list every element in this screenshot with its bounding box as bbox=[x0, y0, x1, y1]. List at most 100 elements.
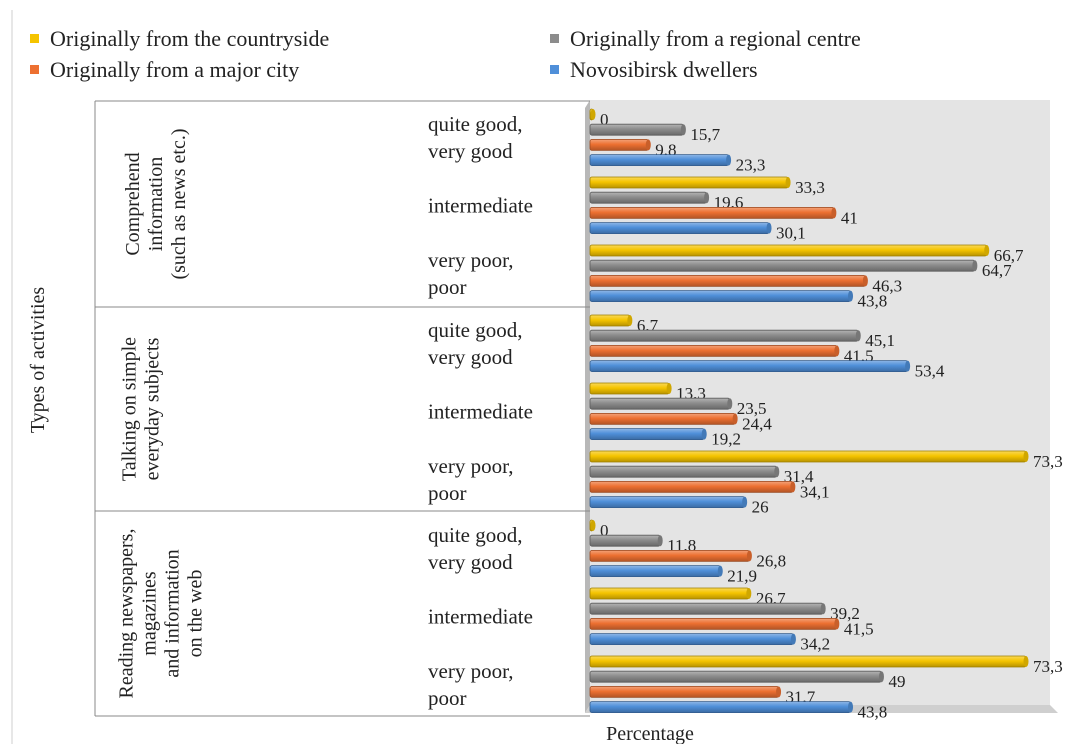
bar-cap-g1-c2-regional bbox=[704, 192, 710, 204]
bar-cap-g3-c3-major_city bbox=[776, 686, 782, 698]
bar-cap-g3-c2-major_city bbox=[834, 618, 840, 630]
bar-cap-g2-c1-countryside bbox=[627, 315, 633, 326]
value-label-g1-c2-major_city: 41 bbox=[841, 208, 858, 227]
category-label-g2-c1-line-1: quite good, bbox=[428, 318, 523, 342]
group-label-1-line-1: Comprehend bbox=[122, 152, 144, 255]
bar-g3-c1-regional bbox=[589, 534, 661, 547]
value-label-g3-c1-novosibirsk: 21,9 bbox=[727, 567, 757, 586]
value-label-g1-c1-countryside: 0 bbox=[600, 110, 609, 129]
bar-g1-c3-regional bbox=[589, 259, 976, 272]
category-label-g3-c1-line-2: very good bbox=[428, 550, 513, 574]
category-label-g1-c3-line-1: very poor, bbox=[428, 248, 513, 272]
bar-cap-g1-c3-regional bbox=[972, 260, 978, 272]
category-label-g1-c1-line-2: very good bbox=[428, 139, 513, 163]
legend-swatch-countryside bbox=[30, 34, 39, 43]
category-label-g1-c1-line-1: quite good, bbox=[428, 112, 523, 136]
group-label-1-line-2: information bbox=[145, 157, 167, 251]
value-label-g3-c1-major_city: 26,8 bbox=[756, 551, 786, 570]
bar-cap-g3-c3-regional bbox=[878, 671, 884, 683]
legend-swatch-regional bbox=[550, 34, 559, 43]
category-label-g3-c3-line-1: very poor, bbox=[428, 659, 513, 683]
value-label-g2-c1-regional: 45,1 bbox=[865, 331, 895, 350]
value-label-g1-c2-countryside: 33,3 bbox=[795, 178, 825, 197]
legend-label-regional: Originally from a regional centre bbox=[570, 26, 861, 51]
value-label-g3-c2-novosibirsk: 34,2 bbox=[800, 635, 830, 654]
y-axis-title: Types of activities bbox=[27, 287, 49, 434]
bar-g2-c1-regional bbox=[589, 329, 859, 342]
bar-g2-c2-major_city bbox=[589, 412, 736, 425]
category-label-g2-c2-line-1: intermediate bbox=[428, 399, 533, 423]
bar-cap-g2-c3-novosibirsk bbox=[742, 496, 748, 508]
bar-cap-g1-c2-novosibirsk bbox=[766, 222, 772, 234]
value-label-g3-c2-major_city: 41,5 bbox=[844, 619, 874, 638]
bar-g2-c3-novosibirsk bbox=[589, 496, 746, 509]
value-label-g1-c2-novosibirsk: 30,1 bbox=[776, 224, 806, 243]
value-label-g2-c1-novosibirsk: 53,4 bbox=[915, 362, 945, 381]
group-label-1-line-3: (such as news etc.) bbox=[168, 128, 190, 279]
bar-cap-g2-c2-major_city bbox=[732, 413, 738, 425]
bar-g2-c1-major_city bbox=[589, 344, 838, 357]
bar-g2-c3-regional bbox=[589, 465, 778, 478]
bar-cap-g3-c1-major_city bbox=[746, 550, 752, 562]
bar-cap-g3-c2-countryside bbox=[746, 588, 752, 599]
bar-g3-c2-countryside bbox=[589, 587, 750, 600]
group-label-3-line-4: on the web bbox=[185, 570, 207, 658]
value-label-g3-c2-regional: 39,2 bbox=[830, 604, 860, 623]
bar-cap-g3-c2-novosibirsk bbox=[790, 633, 796, 645]
group-label-3-line-3: and information bbox=[162, 549, 184, 677]
group-label-3-line-2: magazines bbox=[139, 571, 161, 656]
bar-g2-c2-regional bbox=[589, 397, 731, 410]
legend-swatch-major_city bbox=[30, 65, 39, 74]
category-label-g3-c3-line-2: poor bbox=[428, 686, 467, 710]
bar-g2-c3-countryside bbox=[589, 450, 1027, 463]
category-label-g2-c1-line-2: very good bbox=[428, 345, 513, 369]
legend-label-countryside: Originally from the countryside bbox=[50, 26, 329, 51]
bar-cap-g3-c3-countryside bbox=[1023, 656, 1029, 667]
bar-cap-g2-c3-regional bbox=[774, 466, 780, 478]
bar-g1-c3-countryside bbox=[589, 244, 988, 257]
bar-cap-g3-c1-novosibirsk bbox=[717, 565, 723, 577]
bar-cap-g2-c3-countryside bbox=[1023, 451, 1029, 462]
bar-cap-g1-c1-major_city bbox=[645, 139, 651, 151]
bar-g3-c3-major_city bbox=[589, 686, 779, 698]
plot-side-wall bbox=[585, 100, 590, 713]
bar-g1-c2-regional bbox=[589, 191, 707, 204]
bar-g1-c1-novosibirsk bbox=[589, 154, 729, 167]
bar-cap-g1-c1-countryside bbox=[590, 109, 596, 120]
group-label-2-line-1: Talking on simple bbox=[119, 337, 141, 481]
value-label-g3-c3-countryside: 73,3 bbox=[1033, 657, 1063, 676]
bar-cap-g2-c1-regional bbox=[855, 330, 861, 342]
x-axis-title: Percentage bbox=[606, 723, 694, 744]
bar-g3-c3-countryside bbox=[589, 655, 1027, 668]
value-label-g2-c2-novosibirsk: 19,2 bbox=[711, 430, 741, 449]
group-label-2-line-2: everyday subjects bbox=[142, 337, 164, 480]
bar-cap-g3-c1-countryside bbox=[590, 520, 596, 531]
bar-g3-c2-regional bbox=[589, 602, 824, 615]
category-label-g1-c3-line-2: poor bbox=[428, 275, 467, 299]
bar-cap-g1-c2-major_city bbox=[831, 207, 837, 219]
bar-g2-c1-countryside bbox=[589, 314, 631, 327]
value-label-g1-c1-regional: 15,7 bbox=[690, 125, 720, 144]
bar-g1-c2-novosibirsk bbox=[589, 222, 770, 235]
bar-cap-g3-c1-regional bbox=[657, 535, 663, 547]
value-label-g3-c1-countryside: 0 bbox=[600, 521, 609, 540]
category-label-g2-c3-line-2: poor bbox=[428, 481, 467, 505]
value-label-g1-c3-major_city: 46,3 bbox=[872, 276, 902, 295]
bar-g1-c3-major_city bbox=[589, 274, 866, 287]
value-label-g2-c3-major_city: 34,1 bbox=[800, 482, 830, 501]
legend-label-major_city: Originally from a major city bbox=[50, 57, 299, 82]
bar-cap-g2-c2-novosibirsk bbox=[701, 428, 707, 440]
value-label-g2-c3-novosibirsk: 26 bbox=[752, 498, 769, 517]
value-label-g1-c1-novosibirsk: 23,3 bbox=[736, 156, 766, 175]
bar-g1-c1-major_city bbox=[589, 138, 649, 151]
bar-cap-g2-c1-major_city bbox=[834, 345, 840, 357]
value-label-g1-c3-regional: 64,7 bbox=[982, 261, 1012, 280]
bar-g3-c2-novosibirsk bbox=[589, 633, 794, 645]
bar-cap-g2-c3-major_city bbox=[790, 481, 796, 493]
bar-cap-g3-c3-novosibirsk bbox=[848, 701, 854, 713]
group-label-3-line-1: Reading newspapers, bbox=[116, 529, 138, 699]
bar-cap-g3-c2-regional bbox=[820, 603, 826, 615]
value-label-g1-c3-novosibirsk: 43,8 bbox=[858, 292, 888, 311]
